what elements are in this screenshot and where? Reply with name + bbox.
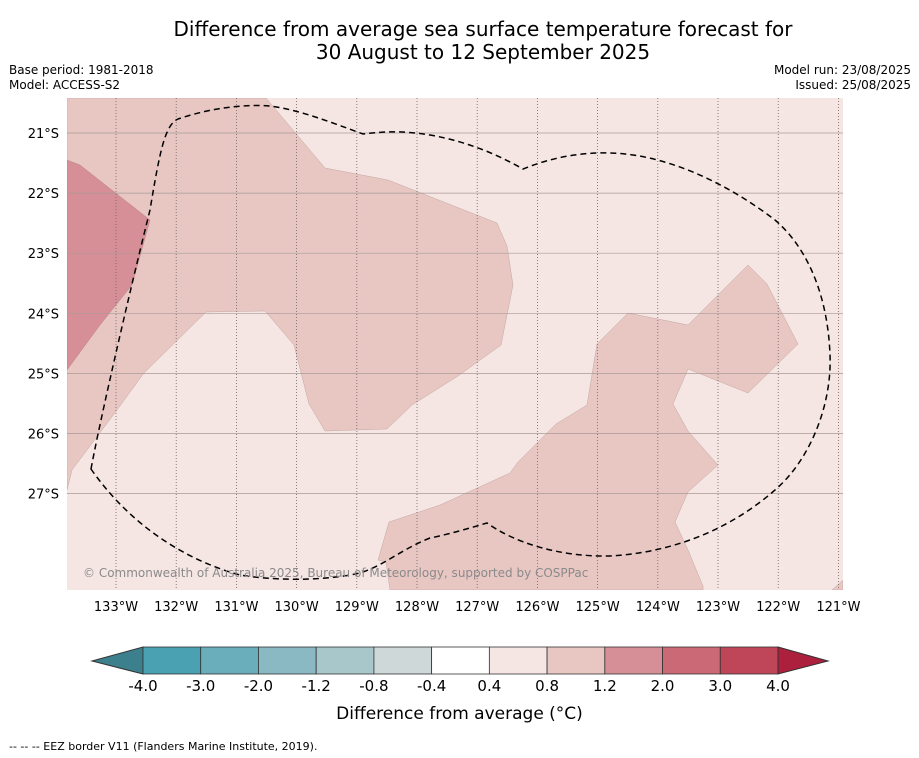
anomaly-region-0-8-1-2-south (377, 264, 799, 590)
colorbar-tick-label: -0.8 (359, 677, 389, 695)
latitude-label: 25°S (28, 367, 59, 382)
colorbar-segment (258, 646, 317, 675)
anomaly-region-0-8-1-2-north (67, 98, 514, 491)
colorbar-segment (488, 646, 548, 675)
longitude-labels: 133°W 132°W 131°W 130°W 129°W 128°W 127°W 126°W… (94, 600, 861, 615)
colorbar-segment (373, 646, 433, 675)
longitude-label: 125°W (576, 600, 620, 615)
colorbar-segment (431, 646, 490, 675)
colorbar (90, 646, 830, 675)
title-line-2: 30 August to 12 September 2025 (315, 40, 651, 64)
anomaly-region-2-0-3-0 (67, 159, 151, 371)
model-text: Model: ACCESS-S2 (9, 78, 121, 92)
colorbar-tick-label: 0.4 (477, 677, 502, 695)
meta-left: Base period: 1981-2018 Model: ACCESS-S2 (9, 63, 154, 93)
longitude-label: 128°W (395, 600, 439, 615)
colorbar-tick-label: 2.0 (650, 677, 675, 695)
map-plot-area: © Commonwealth of Australia 2025, Bureau… (67, 98, 843, 590)
eez-footnote: -- -- -- EEZ border V11 (Flanders Marine… (9, 740, 318, 753)
longitude-label: 133°W (94, 600, 138, 615)
colorbar-segments (142, 646, 779, 675)
colorbar-tick-label: 1.2 (592, 677, 617, 695)
model-run-text: Model run: 23/08/2025 (773, 63, 911, 77)
latitude-label: 27°S (28, 488, 59, 503)
colorbar-tick-label: -1.2 (301, 677, 331, 695)
longitude-label: 123°W (696, 600, 740, 615)
latitude-label: 23°S (28, 247, 59, 262)
colorbar-segment (546, 646, 606, 675)
colorbar-segment (604, 646, 663, 675)
eez-border (90, 104, 831, 580)
base-period-text: Base period: 1981-2018 (9, 63, 154, 77)
colorbar-segment (315, 646, 375, 675)
longitude-label: 124°W (636, 600, 680, 615)
longitude-label: 131°W (214, 600, 258, 615)
copyright-notice: © Commonwealth of Australia 2025, Bureau… (83, 566, 588, 580)
colorbar-tick-label: 4.0 (766, 677, 790, 695)
colorbar-tick-label: 3.0 (708, 677, 733, 695)
colorbar-tick-label: -0.4 (416, 677, 447, 695)
longitude-label: 130°W (275, 600, 319, 615)
colorbar-low-extend (90, 646, 144, 675)
colorbar-high-extend (777, 646, 830, 675)
longitude-label: 127°W (455, 600, 499, 615)
latitude-label: 26°S (28, 428, 59, 443)
colorbar-tick-label: -2.0 (243, 677, 274, 695)
colorbar-title: Difference from average (°C) (336, 704, 583, 724)
title-line-1: Difference from average sea surface temp… (173, 17, 793, 41)
colorbar-segment (719, 646, 779, 675)
graticule (67, 98, 843, 590)
issued-text: Issued: 25/08/2025 (795, 78, 911, 92)
longitude-label: 122°W (756, 600, 800, 615)
colorbar-segment (200, 646, 259, 675)
colorbar-tick-label: -4.0 (128, 677, 158, 695)
latitude-label: 21°S (28, 127, 59, 142)
latitude-label: 22°S (28, 187, 59, 202)
latitude-labels: 21°S 22°S 23°S 24°S 25°S 26°S 27°S (28, 127, 59, 503)
chart-title: Difference from average sea surface temp… (0, 18, 919, 64)
latitude-label: 24°S (28, 307, 59, 322)
longitude-label: 121°W (816, 600, 860, 615)
longitude-label: 126°W (515, 600, 559, 615)
longitude-label: 129°W (335, 600, 379, 615)
meta-right: Model run: 23/08/2025 Issued: 25/08/2025 (774, 63, 911, 93)
colorbar-segment (142, 646, 202, 675)
longitude-label: 132°W (154, 600, 198, 615)
colorbar-tick-label: 0.8 (535, 677, 560, 695)
colorbar-tick-label: -3.0 (186, 677, 216, 695)
anomaly-region-0-8-1-2-corner (831, 579, 843, 590)
colorbar-segment (662, 646, 721, 675)
